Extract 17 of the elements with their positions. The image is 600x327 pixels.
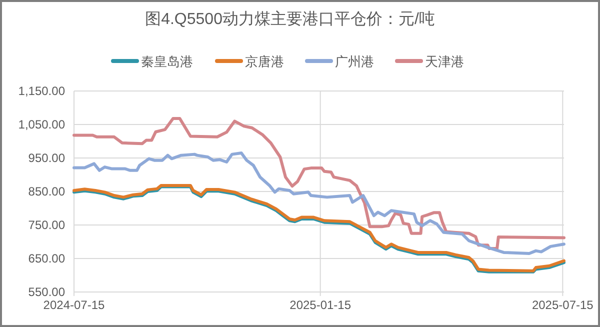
- y-tick-label: 550.00: [28, 285, 66, 299]
- x-tick-label: 2024-07-15: [43, 298, 106, 312]
- line-series: [72, 116, 566, 250]
- y-tick-label: 950.00: [28, 151, 66, 165]
- y-tick-label: 1,050.00: [18, 118, 66, 132]
- y-tick-label: 650.00: [28, 252, 66, 266]
- y-tick-label: 750.00: [28, 218, 66, 232]
- y-tick-label: 850.00: [28, 184, 66, 198]
- chart-title: 图4.Q5500动力煤主要港口平仓价：元/吨: [145, 10, 435, 28]
- legend-label: 秦皇岛港: [141, 54, 193, 69]
- legend-label: 天津港: [425, 54, 464, 69]
- line-series: [72, 151, 566, 255]
- legend-label: 广州港: [335, 54, 374, 69]
- x-tick-label: 2025-07-15: [532, 298, 594, 312]
- legend-label: 京唐港: [245, 54, 284, 69]
- y-tick-label: 1,150.00: [18, 84, 66, 98]
- x-tick-label: 2025-01-15: [290, 298, 352, 312]
